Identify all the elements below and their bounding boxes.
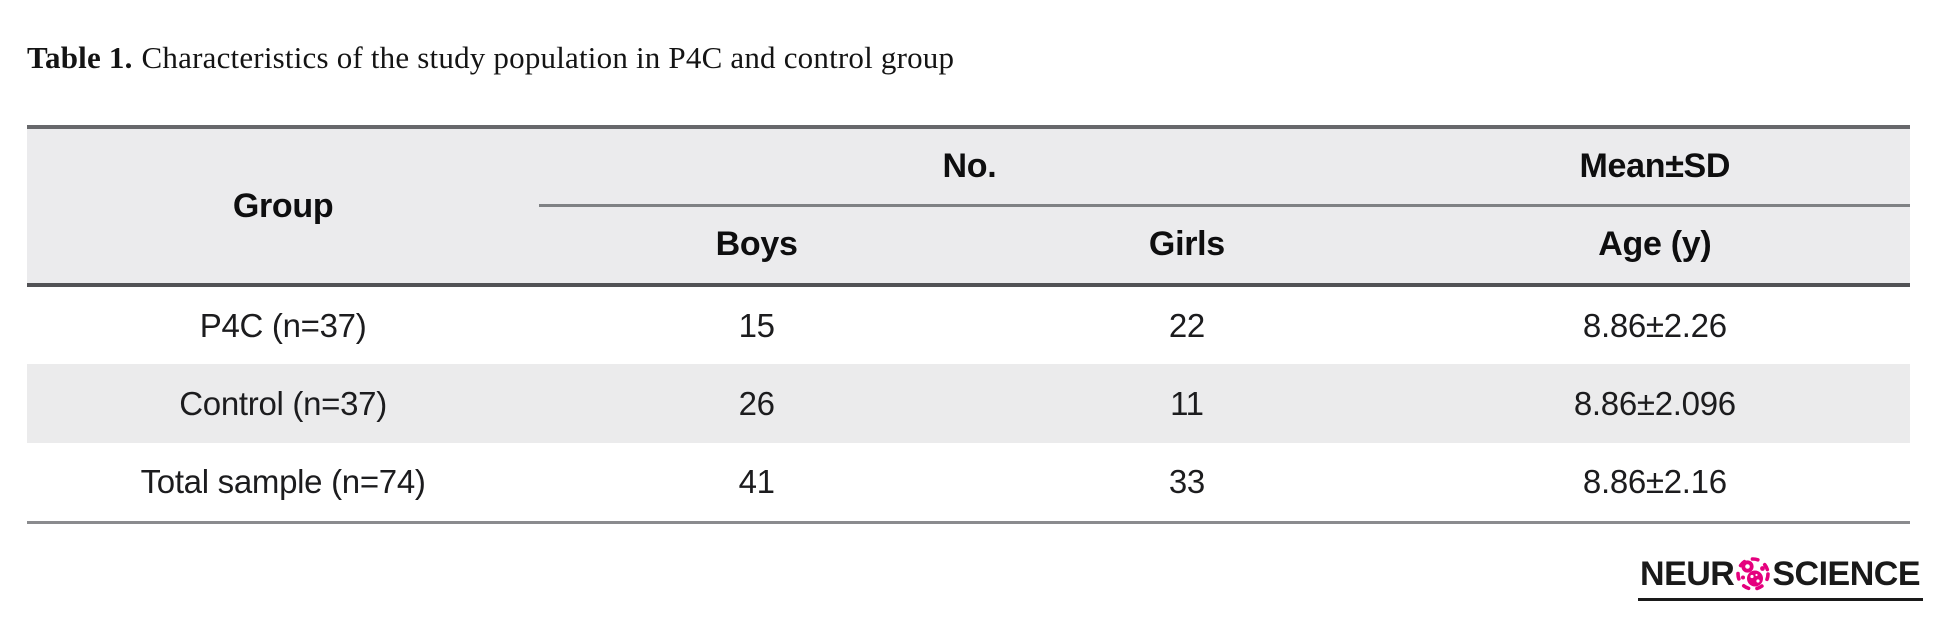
cell-age: 8.86±2.26 <box>1399 285 1910 364</box>
cell-boys: 26 <box>539 364 975 443</box>
cell-group: Total sample (n=74) <box>27 443 540 522</box>
table-body: P4C (n=37) 15 22 8.86±2.26 Control (n=37… <box>27 285 1910 522</box>
neuroscience-journal-logo: NEUR SCIENCE <box>1638 556 1923 601</box>
header-row-sub: Boys Girls Age (y) <box>27 205 1910 287</box>
cell-age: 8.86±2.096 <box>1399 364 1910 443</box>
table-row-control: Control (n=37) 26 11 8.86±2.096 <box>27 364 1910 443</box>
cell-girls: 22 <box>974 285 1400 364</box>
cell-girls: 33 <box>974 443 1400 522</box>
table-row-p4c: P4C (n=37) 15 22 8.86±2.26 <box>27 285 1910 364</box>
column-header-no: No. <box>539 127 1400 207</box>
column-header-girls: Girls <box>974 205 1400 287</box>
table-number: Table 1. <box>27 40 133 75</box>
header-row-top: Group No. Mean±SD <box>27 127 1910 287</box>
logo-text-right: SCIENCE <box>1772 555 1920 593</box>
cell-group: P4C (n=37) <box>27 285 540 364</box>
neuron-cell-icon <box>1736 557 1771 591</box>
logo-text-left: NEUR <box>1640 555 1735 593</box>
cell-boys: 15 <box>539 285 975 364</box>
cell-age: 8.86±2.16 <box>1399 443 1910 522</box>
table-header: Group No. Mean±SD Boys Girls Age (y) <box>27 127 1910 287</box>
column-header-group: Group <box>27 127 540 287</box>
column-header-boys: Boys <box>539 205 975 287</box>
table-caption-text: Characteristics of the study population … <box>141 40 955 75</box>
cell-boys: 41 <box>539 443 975 522</box>
cell-girls: 11 <box>974 364 1400 443</box>
column-header-mean-sd: Mean±SD <box>1399 127 1910 207</box>
study-population-table: Group No. Mean±SD Boys Girls Age (y) P4C… <box>27 125 1910 524</box>
table-caption: Table 1. Characteristics of the study pop… <box>27 40 954 76</box>
column-header-age: Age (y) <box>1399 205 1910 287</box>
cell-group: Control (n=37) <box>27 364 540 443</box>
table-row-total: Total sample (n=74) 41 33 8.86±2.16 <box>27 443 1910 522</box>
